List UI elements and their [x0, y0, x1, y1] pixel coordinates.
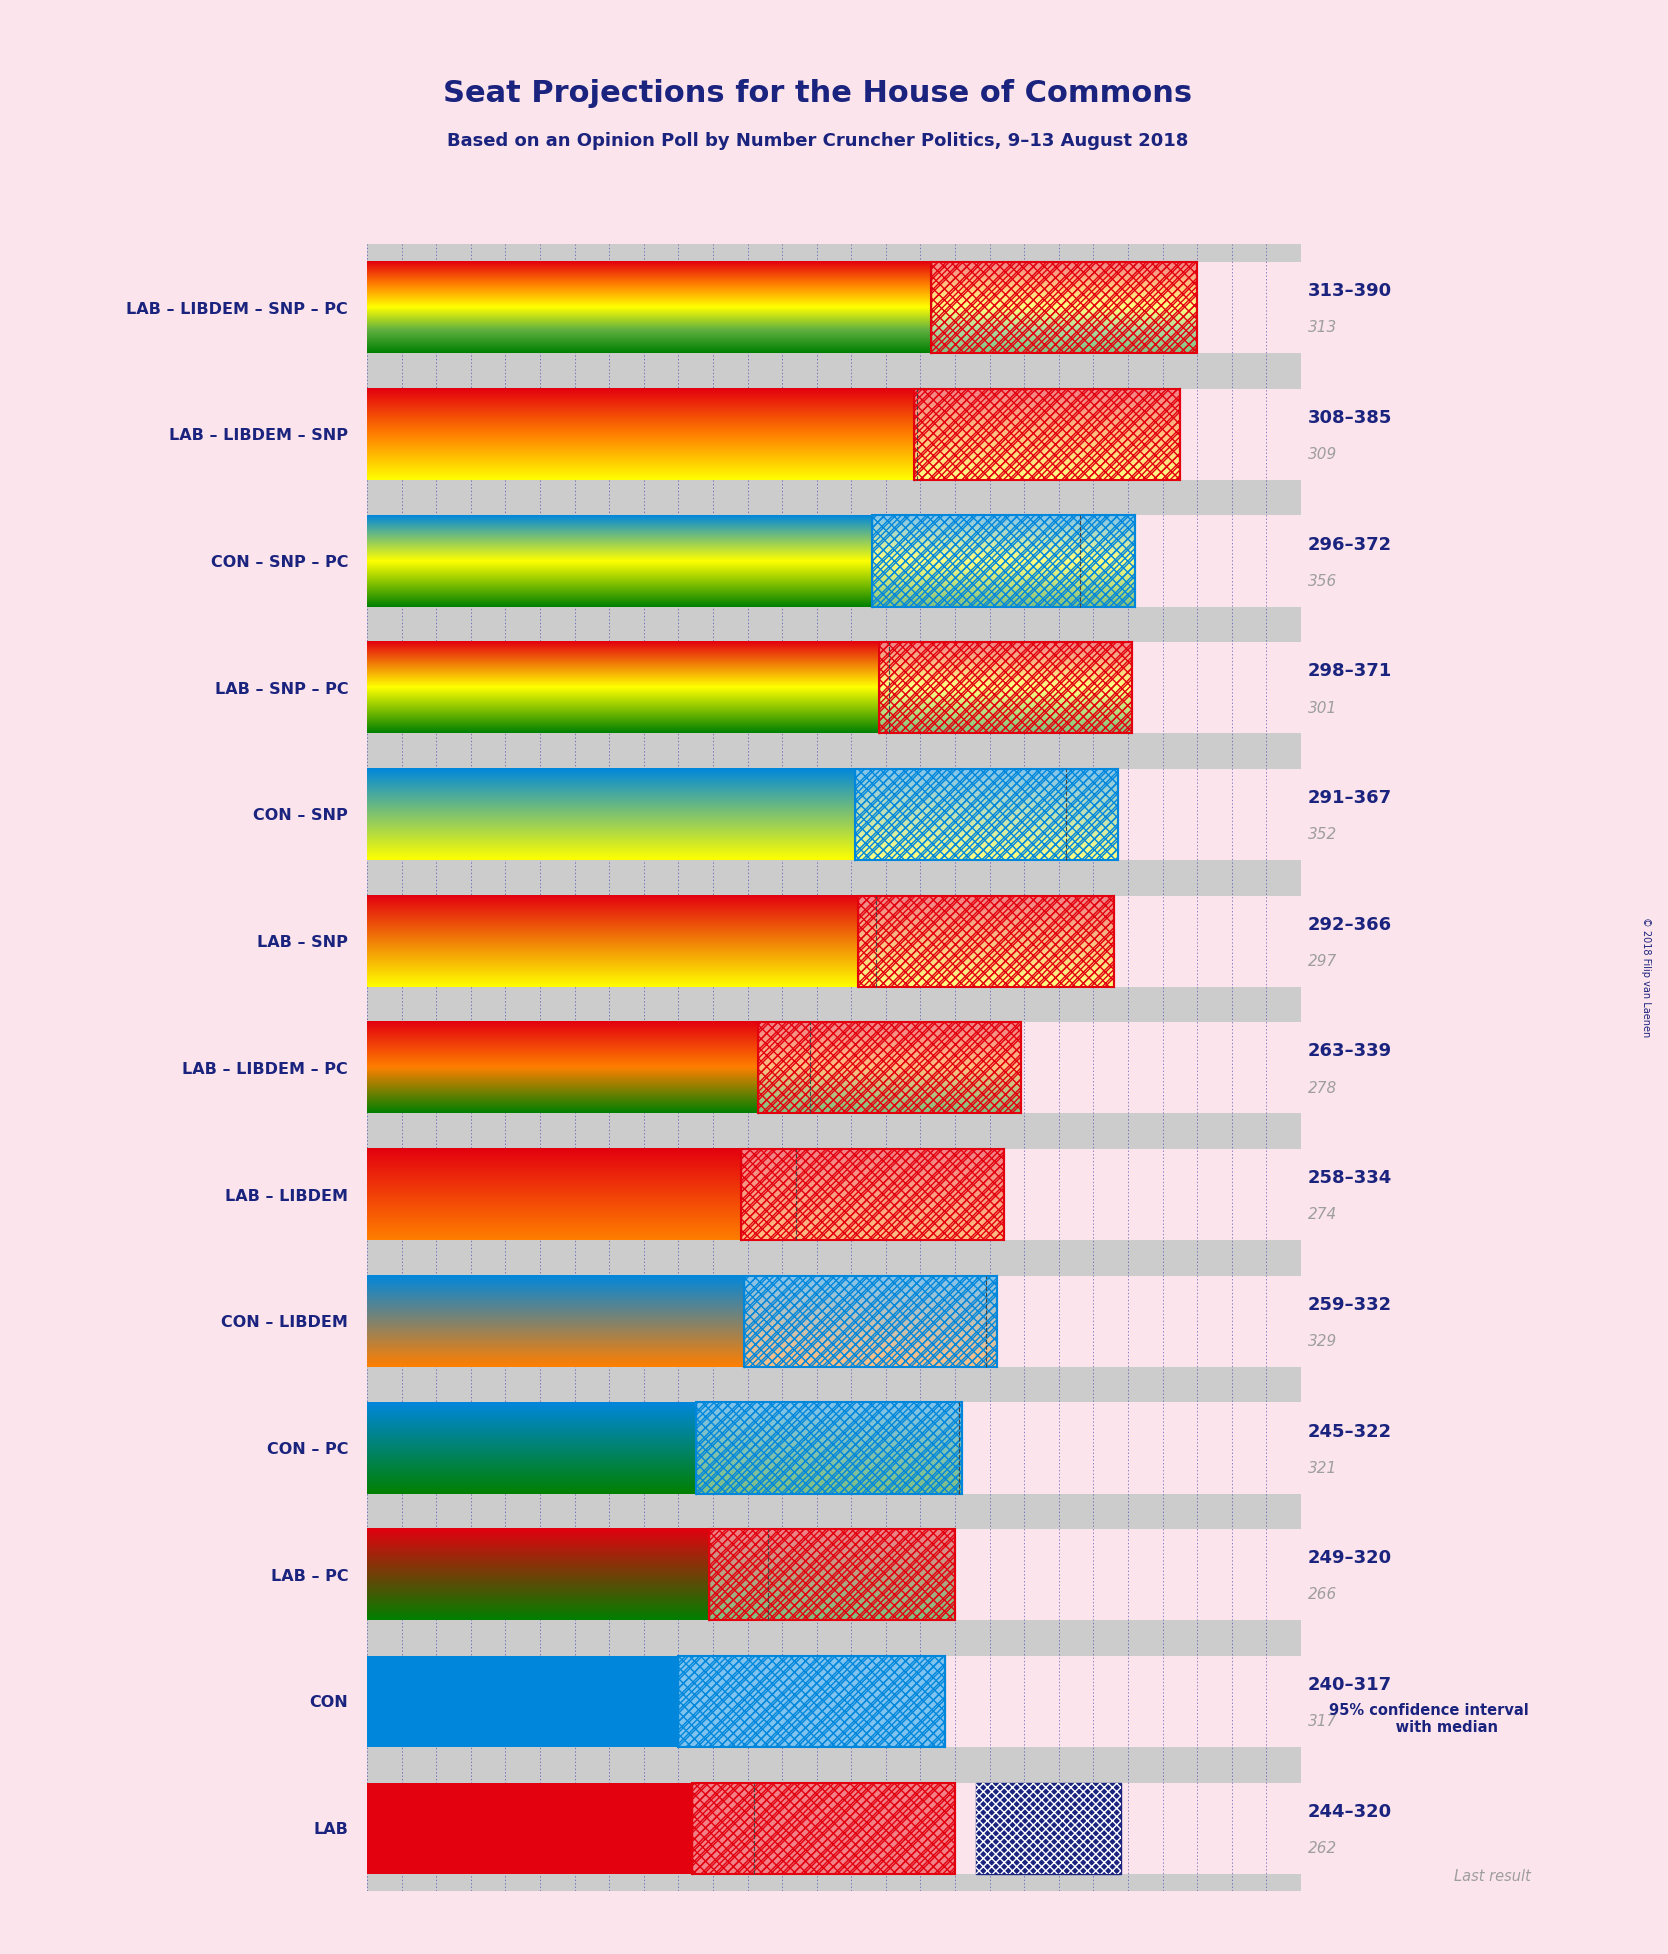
- Bar: [879, 643, 1131, 733]
- Text: 278: 278: [1308, 1081, 1338, 1096]
- Text: 313: 313: [1308, 320, 1338, 336]
- Bar: [679, 1655, 944, 1747]
- Text: 329: 329: [1308, 1335, 1338, 1348]
- Text: 263–339: 263–339: [1308, 1041, 1393, 1061]
- Bar: [367, 606, 1301, 625]
- Bar: [367, 1385, 1301, 1403]
- Bar: [367, 987, 1301, 1004]
- Bar: [367, 371, 1301, 389]
- Bar: [931, 262, 1198, 354]
- Bar: [367, 1747, 1301, 1764]
- Text: 266: 266: [1308, 1587, 1338, 1602]
- Bar: [367, 481, 1301, 498]
- Bar: [367, 1114, 1301, 1131]
- Bar: [757, 1022, 1021, 1114]
- Text: 352: 352: [1308, 827, 1338, 842]
- Text: 298–371: 298–371: [1308, 662, 1393, 680]
- Text: 291–367: 291–367: [1308, 789, 1393, 807]
- Text: 292–366: 292–366: [1308, 916, 1393, 934]
- Bar: [367, 1004, 1301, 1022]
- Bar: [679, 1655, 944, 1747]
- Bar: [367, 860, 1301, 877]
- Bar: [741, 1149, 1004, 1241]
- Bar: [872, 516, 1134, 606]
- Bar: [367, 1782, 692, 1874]
- Text: 321: 321: [1308, 1462, 1338, 1475]
- Text: 308–385: 308–385: [1308, 408, 1393, 426]
- Bar: [709, 1530, 956, 1620]
- Bar: [692, 1782, 956, 1874]
- Bar: [931, 262, 1198, 354]
- Bar: [692, 1782, 956, 1874]
- Text: 313–390: 313–390: [1308, 281, 1393, 301]
- Bar: [367, 498, 1301, 516]
- Text: 95% confidence interval
             with median: 95% confidence interval with median: [1329, 1702, 1530, 1735]
- Bar: [367, 1131, 1301, 1149]
- Bar: [367, 750, 1301, 768]
- Text: Based on an Opinion Poll by Number Cruncher Politics, 9–13 August 2018: Based on an Opinion Poll by Number Crunc…: [447, 131, 1188, 150]
- Bar: [367, 1510, 1301, 1530]
- Bar: [367, 877, 1301, 895]
- Bar: [367, 733, 1301, 750]
- Text: 309: 309: [1308, 447, 1338, 461]
- Text: 274: 274: [1308, 1208, 1338, 1223]
- Bar: [696, 1403, 962, 1493]
- Text: 249–320: 249–320: [1308, 1550, 1393, 1567]
- Bar: [914, 389, 1179, 481]
- Text: 297: 297: [1308, 954, 1338, 969]
- Text: Seat Projections for the House of Commons: Seat Projections for the House of Common…: [442, 80, 1193, 107]
- Text: © 2018 Filip van Laenen: © 2018 Filip van Laenen: [1641, 916, 1651, 1038]
- Bar: [741, 1149, 1004, 1241]
- Bar: [679, 1655, 944, 1747]
- Bar: [692, 1782, 956, 1874]
- Bar: [872, 516, 1134, 606]
- Text: 296–372: 296–372: [1308, 535, 1393, 553]
- Text: 245–322: 245–322: [1308, 1423, 1393, 1440]
- Text: 262: 262: [1308, 1841, 1338, 1856]
- Text: 356: 356: [1308, 574, 1338, 588]
- Text: 317: 317: [1308, 1714, 1338, 1729]
- Bar: [367, 1620, 1301, 1637]
- Bar: [367, 354, 1301, 371]
- Bar: [367, 1637, 1301, 1655]
- Text: 240–317: 240–317: [1308, 1677, 1393, 1694]
- Bar: [367, 1874, 1301, 1891]
- Text: 301: 301: [1308, 700, 1338, 715]
- Bar: [854, 768, 1118, 860]
- Text: 258–334: 258–334: [1308, 1168, 1393, 1188]
- Bar: [367, 1368, 1301, 1385]
- Bar: [744, 1276, 996, 1368]
- Bar: [696, 1403, 962, 1493]
- Text: 244–320: 244–320: [1308, 1804, 1393, 1821]
- Bar: [976, 1782, 1121, 1874]
- Bar: [367, 1493, 1301, 1510]
- Bar: [914, 389, 1179, 481]
- Bar: [879, 643, 1131, 733]
- Bar: [367, 1655, 679, 1747]
- Text: Last result: Last result: [1454, 1870, 1531, 1884]
- Bar: [757, 1022, 1021, 1114]
- Bar: [367, 244, 1301, 262]
- Bar: [367, 1764, 1301, 1782]
- Bar: [744, 1276, 996, 1368]
- Bar: [367, 1258, 1301, 1276]
- Bar: [709, 1530, 956, 1620]
- Bar: [859, 895, 1114, 987]
- Bar: [854, 768, 1118, 860]
- Bar: [859, 895, 1114, 987]
- Bar: [976, 1782, 1121, 1874]
- Text: 259–332: 259–332: [1308, 1296, 1393, 1313]
- Bar: [367, 625, 1301, 643]
- Bar: [367, 1241, 1301, 1258]
